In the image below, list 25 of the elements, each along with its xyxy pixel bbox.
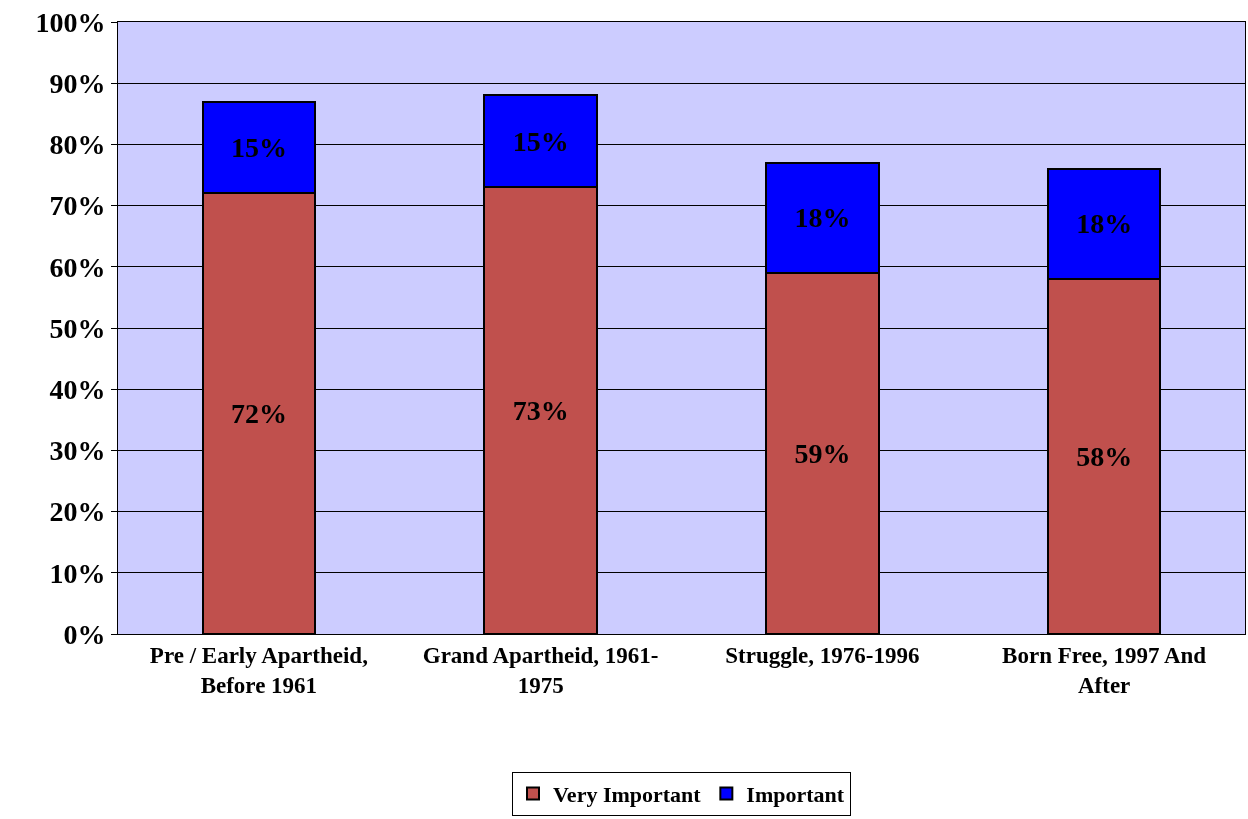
- y-tick-label: 30%: [49, 435, 106, 467]
- y-tick-label: 90%: [49, 68, 106, 99]
- data-label: 18%: [1076, 208, 1133, 240]
- x-tick-label: Struggle, 1976-1996: [725, 642, 920, 668]
- y-tick-label: 50%: [49, 312, 106, 344]
- x-tick-label: Pre / Early Apartheid, Before 1961: [149, 642, 368, 698]
- legend-label: Important: [746, 782, 845, 808]
- legend-label: Very Important: [553, 782, 702, 808]
- data-label: 59%: [794, 437, 851, 469]
- data-label: 18%: [794, 202, 851, 234]
- data-label: 15%: [230, 131, 287, 163]
- y-tick-label: 100%: [35, 6, 106, 38]
- data-label: 73%: [512, 395, 569, 427]
- x-tick-label: Born Free, 1997 And After: [1002, 642, 1207, 698]
- data-label: 15%: [512, 125, 569, 157]
- y-tick-label: 10%: [49, 557, 106, 589]
- y-tick-label: 0%: [63, 618, 106, 650]
- y-tick-label: 40%: [49, 374, 106, 405]
- x-tick-label: Grand Apartheid, 1961-1975: [422, 642, 659, 698]
- y-tick-label: 60%: [49, 251, 106, 283]
- y-tick-label: 70%: [49, 190, 106, 222]
- y-tick-label: 20%: [49, 496, 106, 528]
- data-label: 58%: [1076, 441, 1133, 473]
- data-label: 72%: [230, 398, 287, 430]
- y-tick-label: 80%: [49, 129, 106, 161]
